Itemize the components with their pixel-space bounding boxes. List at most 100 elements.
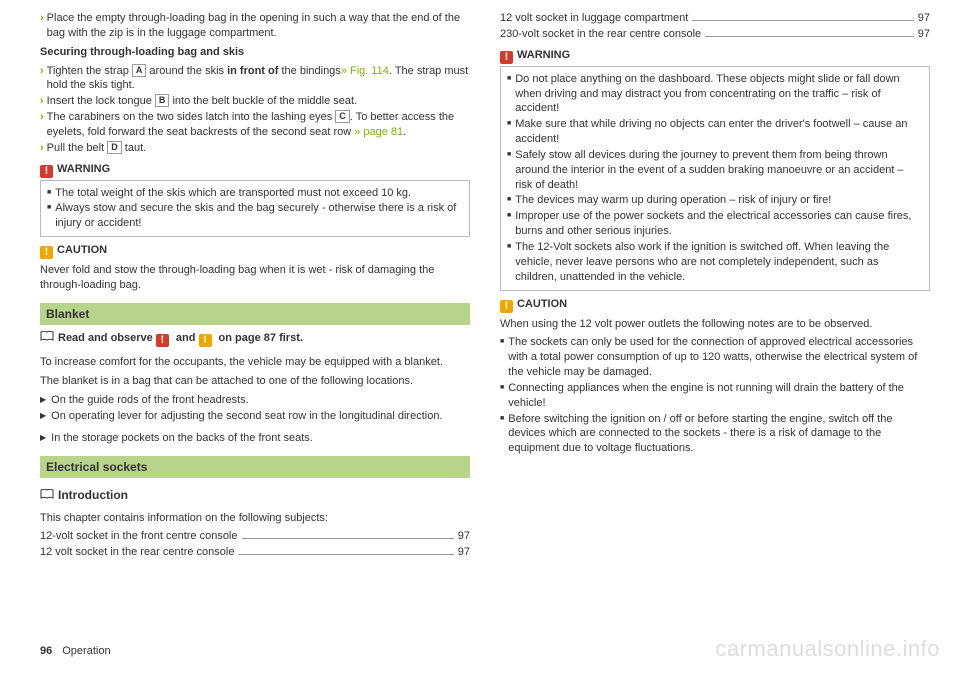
left-column: › Place the empty through-loading bag in…: [40, 10, 470, 561]
chevron-icon: ›: [40, 110, 44, 140]
warning-item: Make sure that while driving no objects …: [515, 117, 923, 147]
warning-box: !WARNING ■Do not place anything on the d…: [500, 48, 930, 291]
caution-title: !CAUTION: [40, 243, 470, 259]
square-bullet-icon: ■: [507, 195, 511, 208]
toc-page: 97: [918, 11, 930, 26]
right-column: 12 volt socket in luggage compartment 97…: [500, 10, 930, 561]
watermark: carmanualsonline.info: [715, 636, 940, 662]
intro-heading: Introduction: [40, 484, 470, 506]
instruction-item: › Place the empty through-loading bag in…: [40, 11, 470, 41]
caution-item: Connecting appliances when the engine is…: [508, 381, 930, 411]
warning-item: Safely stow all devices during the journ…: [515, 148, 923, 193]
warning-icon: !: [500, 51, 513, 64]
key-label: C: [335, 110, 350, 123]
instruction-text: Pull the belt D taut.: [47, 141, 147, 156]
caution-item: The sockets can only be used for the con…: [508, 335, 930, 380]
square-bullet-icon: ■: [47, 188, 51, 201]
warning-content: ■ The total weight of the skis which are …: [40, 180, 470, 238]
toc-label: 12 volt socket in the rear centre consol…: [40, 545, 234, 560]
warning-item: The devices may warm up during operation…: [515, 193, 831, 208]
square-bullet-icon: ■: [507, 119, 511, 147]
book-icon: [40, 489, 54, 500]
toc-page: 97: [458, 529, 470, 544]
instruction-text: Insert the lock tongue B into the belt b…: [47, 94, 357, 109]
toc-entry[interactable]: 12-volt socket in the front centre conso…: [40, 529, 470, 544]
toc-label: 230-volt socket in the rear centre conso…: [500, 27, 701, 42]
warning-item: Do not place anything on the dashboard. …: [515, 72, 923, 117]
toc-entry[interactable]: 12 volt socket in luggage compartment 97: [500, 11, 930, 26]
toc-label: 12-volt socket in the front centre conso…: [40, 529, 238, 544]
footer-section: Operation: [62, 645, 110, 657]
key-label: B: [155, 94, 170, 107]
square-bullet-icon: ■: [507, 242, 511, 285]
warning-icon: !: [40, 165, 53, 178]
square-bullet-icon: ■: [507, 211, 511, 239]
toc-entry[interactable]: 230-volt socket in the rear centre conso…: [500, 27, 930, 42]
instruction-item: › Insert the lock tongue B into the belt…: [40, 94, 470, 109]
caution-block: !CAUTION Never fold and stow the through…: [40, 243, 470, 293]
instruction-item: › Pull the belt D taut.: [40, 141, 470, 156]
warning-item: The total weight of the skis which are t…: [55, 186, 411, 201]
caution-block: !CAUTION When using the 12 volt power ou…: [500, 297, 930, 457]
body-text: To increase comfort for the occupants, t…: [40, 355, 470, 370]
instruction-item: › The carabiners on the two sides latch …: [40, 110, 470, 140]
toc-page: 97: [458, 545, 470, 560]
figure-link[interactable]: » Fig. 114: [341, 65, 389, 77]
chevron-icon: ›: [40, 141, 44, 156]
square-bullet-icon: ■: [507, 74, 511, 117]
list-item: ▶In the storage pockets on the backs of …: [40, 431, 470, 446]
warning-title: !WARNING: [40, 162, 470, 178]
instruction-text: Place the empty through-loading bag in t…: [47, 11, 470, 41]
caution-icon: !: [199, 334, 212, 347]
chevron-icon: ›: [40, 94, 44, 109]
toc-page: 97: [918, 27, 930, 42]
instruction-text: The carabiners on the two sides latch in…: [47, 110, 470, 140]
caution-icon: !: [500, 300, 513, 313]
instruction-item: › Tighten the strap A around the skis in…: [40, 64, 470, 94]
section-heading: Blanket: [40, 303, 470, 325]
caution-lead: When using the 12 volt power outlets the…: [500, 317, 930, 332]
square-bullet-icon: ■: [500, 383, 504, 411]
warning-icon: !: [156, 334, 169, 347]
list-item: ▶On operating lever for adjusting the se…: [40, 409, 470, 424]
body-text: The blanket is in a bag that can be atta…: [40, 374, 470, 389]
page-footer: 96 Operation: [40, 645, 111, 657]
caution-title: !CAUTION: [500, 297, 930, 313]
toc-leader: [692, 19, 913, 21]
toc-leader: [238, 553, 453, 555]
caution-icon: !: [40, 246, 53, 259]
square-bullet-icon: ■: [507, 150, 511, 193]
triangle-bullet-icon: ▶: [40, 411, 46, 424]
book-icon: [40, 331, 54, 342]
warning-title: !WARNING: [500, 48, 930, 64]
square-bullet-icon: ■: [500, 414, 504, 457]
toc-leader: [705, 35, 914, 37]
toc-label: 12 volt socket in luggage compartment: [500, 11, 688, 26]
chevron-icon: ›: [40, 64, 44, 94]
square-bullet-icon: ■: [500, 337, 504, 380]
triangle-bullet-icon: ▶: [40, 395, 46, 408]
list-item: ▶On the guide rods of the front headrest…: [40, 393, 470, 408]
square-bullet-icon: ■: [47, 203, 51, 231]
toc-leader: [242, 537, 454, 539]
subheading: Securing through-loading bag and skis: [40, 45, 470, 60]
warning-item: Improper use of the power sockets and th…: [515, 209, 923, 239]
body-text: This chapter contains information on the…: [40, 511, 470, 526]
key-label: D: [107, 141, 122, 154]
instruction-text: Tighten the strap A around the skis in f…: [47, 64, 470, 94]
warning-content: ■Do not place anything on the dashboard.…: [500, 66, 930, 291]
triangle-bullet-icon: ▶: [40, 433, 46, 446]
warning-item: The 12-Volt sockets also work if the ign…: [515, 240, 923, 285]
page-spread: › Place the empty through-loading bag in…: [0, 0, 960, 561]
page-link[interactable]: » page 81: [354, 126, 403, 138]
page-number: 96: [40, 645, 52, 657]
toc-entry[interactable]: 12 volt socket in the rear centre consol…: [40, 545, 470, 560]
caution-text: Never fold and stow the through-loading …: [40, 263, 470, 293]
warning-item: Always stow and secure the skis and the …: [55, 201, 463, 231]
chevron-icon: ›: [40, 11, 44, 41]
warning-box: !WARNING ■ The total weight of the skis w…: [40, 162, 470, 238]
section-heading: Electrical sockets: [40, 456, 470, 478]
key-label: A: [132, 64, 147, 77]
caution-item: Before switching the ignition on / off o…: [508, 412, 930, 457]
read-observe-note: Read and observe ! and ! on page 87 firs…: [40, 331, 470, 347]
